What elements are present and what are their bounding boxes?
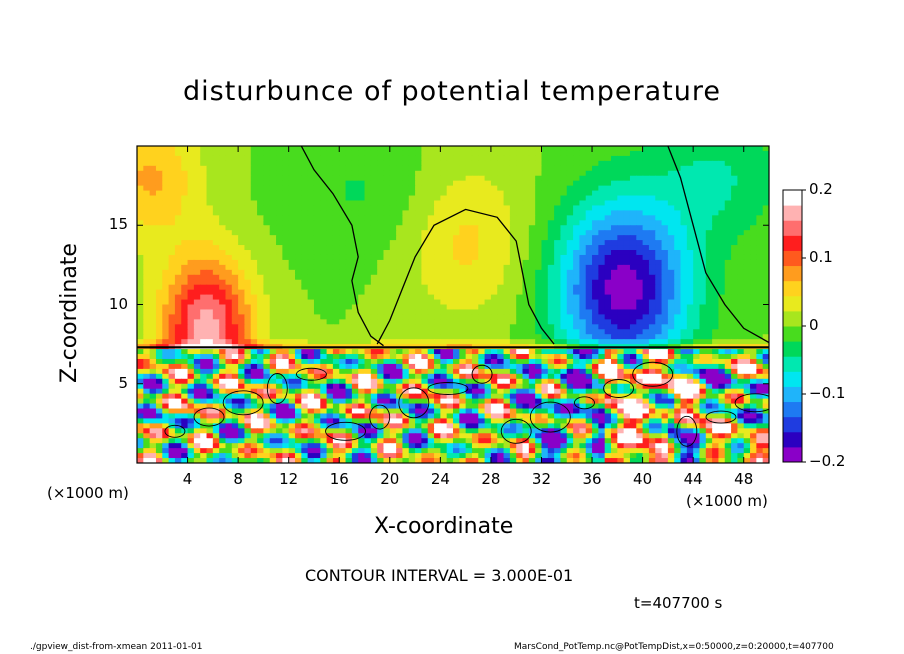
contour-loop (398, 387, 430, 419)
contour-loop (574, 396, 595, 410)
contour-loop (325, 421, 367, 441)
x-tick-label: 48 (734, 470, 754, 488)
y-axis-label: Z-coordinate (57, 243, 82, 383)
colorbar-swatch (783, 416, 802, 433)
colorbar-swatch (783, 356, 802, 372)
footer-right: MarsCond_PotTemp.nc@PotTempDist,x=0:5000… (514, 642, 834, 652)
x-unit-right: (×1000 m) (686, 492, 768, 510)
axis-ticks (137, 146, 769, 463)
x-axis-label: X-coordinate (374, 514, 514, 539)
x-tick-label: 40 (633, 470, 653, 488)
colorbar-swatch (783, 220, 802, 236)
colorbar-swatch (783, 235, 802, 251)
colorbar-swatch (783, 326, 802, 342)
colorbar-swatch (783, 205, 802, 221)
y-tick-label: 10 (108, 294, 128, 313)
contour-loop (603, 379, 635, 398)
heatmap-field (137, 146, 769, 463)
contour-loop (705, 410, 737, 424)
colorbar-tick-label: 0 (809, 316, 819, 334)
x-tick-label: 12 (279, 470, 299, 488)
colorbar-swatch (783, 341, 802, 357)
footer-left: ./gpview_dist-from-xmean 2011-01-01 (30, 642, 203, 652)
contour-loop (222, 390, 264, 416)
colorbar-swatch (783, 250, 802, 267)
contour-loop (427, 382, 469, 395)
colorbar-swatch (783, 265, 802, 282)
colorbar (782, 189, 806, 463)
colorbar-swatch (783, 446, 802, 463)
contour-loop (266, 373, 288, 404)
x-tick-label: 20 (380, 470, 400, 488)
contour-loop (369, 404, 391, 430)
contour-loop (529, 401, 571, 433)
colorbar-swatch (783, 431, 802, 448)
colorbar-swatch (783, 190, 802, 206)
contour-lines (137, 146, 769, 447)
colorbar-swatch (783, 386, 802, 403)
x-tick-label: 28 (481, 470, 501, 488)
contour-line (300, 146, 384, 347)
x-tick-label: 16 (329, 470, 349, 488)
contour-loop (295, 367, 327, 381)
contour-line (667, 146, 769, 344)
colorbar-tick-label: −0.2 (809, 452, 846, 470)
colorbar-swatch (783, 295, 802, 312)
contour-loop (632, 361, 674, 387)
x-tick-label: 36 (582, 470, 602, 488)
contour-loop (471, 364, 493, 384)
contour-interval-text: CONTOUR INTERVAL = 3.000E-01 (305, 566, 574, 585)
contour-loop (193, 407, 225, 427)
colorbar-swatch (783, 371, 802, 387)
time-text: t=407700 s (634, 594, 723, 612)
colorbar-tick-label: 0.2 (809, 180, 833, 198)
contour-loop (676, 415, 698, 447)
x-tick-label: 8 (233, 470, 243, 488)
chart-title: disturbunce of potential temperature (183, 76, 721, 107)
contour-loop (500, 418, 532, 444)
y-tick-label: 5 (118, 373, 128, 392)
colorbar-tick-label: 0.1 (809, 248, 833, 266)
contour-line (376, 208, 555, 345)
x-tick-label: 44 (683, 470, 703, 488)
contour-loop (164, 424, 186, 438)
x-tick-label: 4 (182, 470, 193, 488)
colorbar-swatch (783, 401, 802, 418)
x-unit-left: (×1000 m) (47, 484, 129, 502)
contour-loop (734, 393, 769, 413)
colorbar-swatch (783, 310, 802, 327)
colorbar-tick-label: −0.1 (809, 384, 846, 402)
x-tick-label: 32 (531, 470, 552, 488)
colorbar-swatch (783, 280, 802, 297)
x-tick-label: 24 (430, 470, 450, 488)
y-tick-label: 15 (108, 215, 128, 234)
